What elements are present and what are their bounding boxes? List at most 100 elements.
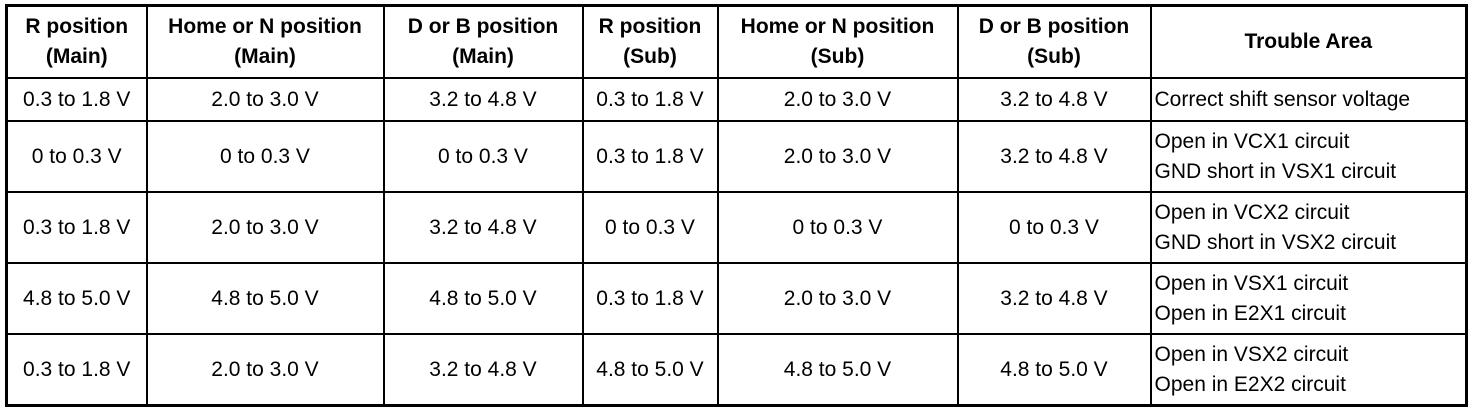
cell-line: 0.3 to 1.8 V	[596, 144, 704, 168]
table-row: 0.3 to 1.8 V 2.0 to 3.0 V 3.2 to 4.8 V 0 to…	[5, 191, 1468, 264]
table-cell: 0.3 to 1.8 V	[5, 333, 148, 407]
cell-line: (Sub)	[1027, 45, 1081, 68]
cell-line: 0 to 0.3 V	[792, 215, 883, 239]
cell-line: D or B position	[978, 15, 1130, 38]
cell-line: 0 to 0.3 V	[1009, 215, 1099, 239]
cell-line: 0 to 0.3 V	[605, 215, 695, 239]
table-cell: 2.0 to 3.0 V	[145, 191, 385, 264]
table-cell: 3.2 to 4.8 V	[382, 333, 584, 407]
table-cell: 0.3 to 1.8 V	[581, 120, 719, 193]
cell-line: Correct shift sensor voltage	[1154, 87, 1411, 111]
cell-line: Open in VSX1 circuit	[1154, 271, 1349, 295]
cell-line: 0 to 0.3 V	[438, 144, 528, 168]
cell-line: (Main)	[452, 45, 514, 68]
cell-line: R position	[25, 15, 129, 38]
table-cell: 2.0 to 3.0 V	[716, 262, 959, 335]
trouble-table: R position (Main) Home or N position (Main)…	[5, 4, 1468, 407]
cell-line: 4.8 to 5.0 V	[596, 357, 704, 381]
table-cell: 3.2 to 4.8 V	[956, 120, 1152, 193]
table-cell: Correct shift sensor voltage	[1149, 77, 1468, 122]
cell-line: Open in E2X1 circuit	[1154, 301, 1346, 325]
cell-line: Home or N position	[740, 15, 935, 38]
table-cell: 2.0 to 3.0 V	[145, 333, 385, 407]
table-row: 0.3 to 1.8 V 2.0 to 3.0 V 3.2 to 4.8 V 0.3 …	[5, 77, 1468, 122]
header-cell: D or B position (Sub)	[956, 4, 1152, 79]
table-cell: 2.0 to 3.0 V	[145, 77, 385, 122]
cell-line: 0 to 0.3 V	[31, 144, 122, 168]
cell-line: 2.0 to 3.0 V	[211, 357, 319, 381]
header-row: R position (Main) Home or N position (Main)…	[5, 4, 1468, 79]
table-cell: Open in VCX1 circuit GND short in VSX1 ci…	[1149, 120, 1468, 193]
cell-line: 2.0 to 3.0 V	[211, 87, 319, 111]
cell-line: (Sub)	[810, 45, 865, 68]
cell-line: 3.2 to 4.8 V	[429, 87, 537, 111]
cell-line: (Sub)	[623, 45, 677, 68]
cell-line: 2.0 to 3.0 V	[783, 144, 892, 168]
cell-line: Open in VCX1 circuit	[1154, 129, 1350, 153]
cell-line: Open in VSX2 circuit	[1154, 342, 1349, 366]
cell-line: GND short in VSX1 circuit	[1154, 159, 1397, 183]
cell-line: Open in VCX2 circuit	[1154, 200, 1350, 224]
table-cell: 2.0 to 3.0 V	[716, 120, 959, 193]
table-cell: 4.8 to 5.0 V	[581, 333, 719, 407]
cell-line: 3.2 to 4.8 V	[429, 357, 537, 381]
table-cell: 0.3 to 1.8 V	[581, 262, 719, 335]
table-cell: 4.8 to 5.0 V	[382, 262, 584, 335]
table-cell: 3.2 to 4.8 V	[382, 77, 584, 122]
cell-line: Open in E2X2 circuit	[1154, 372, 1346, 396]
cell-line: 3.2 to 4.8 V	[1000, 144, 1108, 168]
cell-line: 0.3 to 1.8 V	[23, 357, 131, 381]
table-cell: 0.3 to 1.8 V	[581, 77, 719, 122]
table-cell: Open in VSX1 circuit Open in E2X1 circuit	[1149, 262, 1468, 335]
table-cell: 3.2 to 4.8 V	[956, 77, 1152, 122]
header-cell: R position (Sub)	[581, 4, 719, 79]
table-cell: 0.3 to 1.8 V	[5, 191, 148, 264]
cell-line: 0.3 to 1.8 V	[23, 215, 131, 239]
table-cell: 0 to 0.3 V	[581, 191, 719, 264]
cell-line: 2.0 to 3.0 V	[211, 215, 319, 239]
table-cell: 4.8 to 5.0 V	[145, 262, 385, 335]
table-cell: 4.8 to 5.0 V	[716, 333, 959, 407]
header-cell: Trouble Area	[1149, 4, 1468, 79]
table-row: 0 to 0.3 V 0 to 0.3 V 0 to 0.3 V 0.3 to 1.8…	[5, 120, 1468, 193]
table-body: 0.3 to 1.8 V 2.0 to 3.0 V 3.2 to 4.8 V 0.3 …	[5, 77, 1468, 407]
cell-line: 4.8 to 5.0 V	[1000, 357, 1108, 381]
table-row: 0.3 to 1.8 V 2.0 to 3.0 V 3.2 to 4.8 V 4.8 …	[5, 333, 1468, 407]
cell-line: 2.0 to 3.0 V	[783, 286, 892, 310]
header-cell: Home or N position (Main)	[145, 4, 385, 79]
cell-line: Home or N position	[168, 15, 362, 38]
table-cell: 0 to 0.3 V	[382, 120, 584, 193]
cell-line: 3.2 to 4.8 V	[429, 215, 537, 239]
table-cell: 3.2 to 4.8 V	[956, 262, 1152, 335]
table-cell: 0 to 0.3 V	[956, 191, 1152, 264]
cell-line: 0.3 to 1.8 V	[596, 87, 704, 111]
table-cell: 0 to 0.3 V	[145, 120, 385, 193]
cell-line: 4.8 to 5.0 V	[211, 286, 319, 310]
cell-line: Trouble Area	[1244, 30, 1373, 53]
cell-line: 4.8 to 5.0 V	[783, 357, 892, 381]
cell-line: R position	[598, 15, 702, 38]
cell-line: D or B position	[407, 15, 559, 38]
cell-line: 0 to 0.3 V	[220, 144, 310, 168]
cell-line: GND short in VSX2 circuit	[1154, 230, 1397, 254]
cell-line: 4.8 to 5.0 V	[429, 286, 537, 310]
cell-line: 0.3 to 1.8 V	[596, 286, 704, 310]
header-cell: R position (Main)	[5, 4, 148, 79]
header-cell: D or B position (Main)	[382, 4, 584, 79]
table-cell: 0.3 to 1.8 V	[5, 77, 148, 122]
cell-line: 2.0 to 3.0 V	[783, 87, 892, 111]
cell-line: 0.3 to 1.8 V	[23, 87, 131, 111]
table-cell: 0 to 0.3 V	[716, 191, 959, 264]
table-row: 4.8 to 5.0 V 4.8 to 5.0 V 4.8 to 5.0 V 0.3 …	[5, 262, 1468, 335]
table-cell: 2.0 to 3.0 V	[716, 77, 959, 122]
cell-line: 3.2 to 4.8 V	[1000, 87, 1108, 111]
table-cell: Open in VCX2 circuit GND short in VSX2 ci…	[1149, 191, 1468, 264]
table-cell: 0 to 0.3 V	[5, 120, 148, 193]
cell-line: 3.2 to 4.8 V	[1000, 286, 1108, 310]
table-cell: 3.2 to 4.8 V	[382, 191, 584, 264]
cell-line: (Main)	[45, 45, 108, 68]
table-cell: 4.8 to 5.0 V	[5, 262, 148, 335]
header-cell: Home or N position (Sub)	[716, 4, 959, 79]
table-cell: Open in VSX2 circuit Open in E2X2 circuit	[1149, 333, 1468, 407]
